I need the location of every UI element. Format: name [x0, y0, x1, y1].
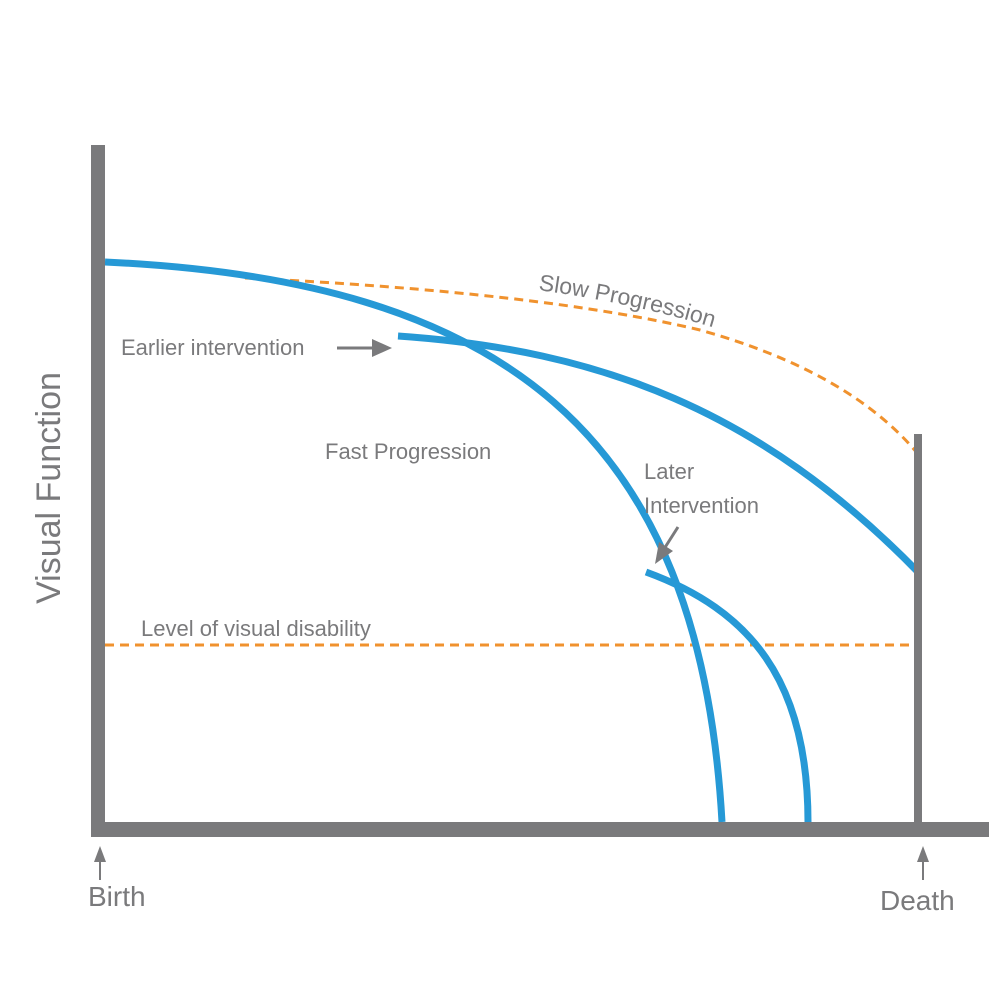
death-arrow-icon [917, 846, 929, 880]
birth-arrow-icon [94, 846, 106, 880]
earlier-intervention-curve [397, 332, 921, 575]
birth-label: Birth [88, 881, 146, 912]
visual-disability-label: Level of visual disability [141, 616, 371, 641]
earlier-intervention-arrow-icon [337, 339, 392, 357]
slow-progression-label: Slow Progression [537, 269, 719, 332]
slow-progression-dashed-curve [244, 276, 920, 455]
y-axis-title: Visual Function [30, 372, 68, 604]
slow-progression-label-path: Slow Progression [537, 269, 719, 332]
later-intervention-label-line2: Intervention [644, 493, 759, 518]
death-label: Death [880, 885, 955, 916]
fast-progression-curve [104, 258, 726, 823]
later-intervention-arrow-icon [655, 526, 680, 564]
y-axis [91, 145, 105, 837]
death-marker-line [914, 434, 922, 824]
later-intervention-label-line1: Later [644, 459, 694, 484]
earlier-intervention-label: Earlier intervention [121, 335, 304, 360]
later-intervention-curve [644, 568, 812, 823]
fast-progression-label: Fast Progression [325, 439, 491, 464]
x-axis [91, 822, 989, 837]
